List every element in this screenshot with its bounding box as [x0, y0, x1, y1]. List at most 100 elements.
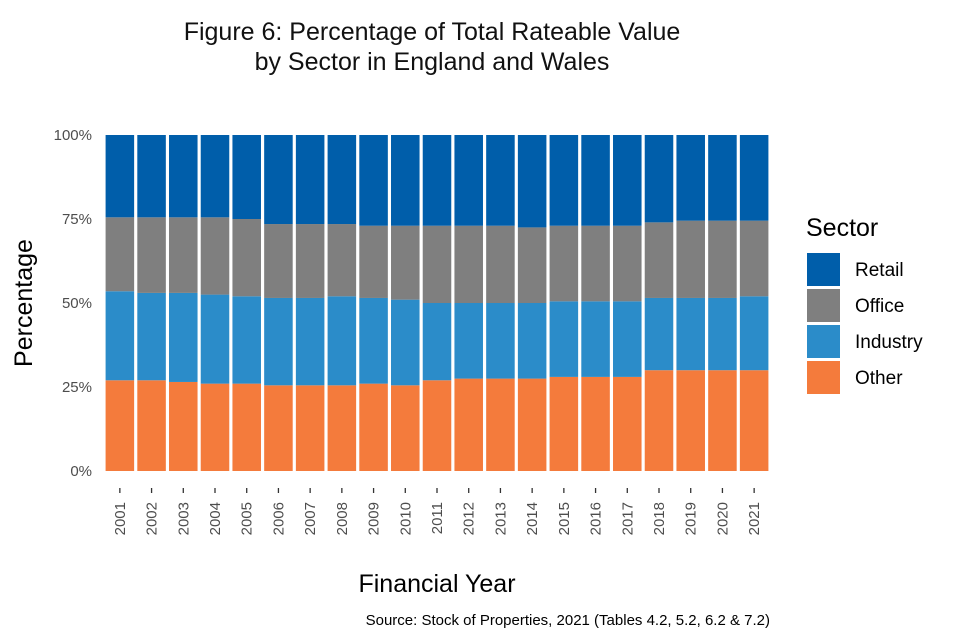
- bar-industry-2012: [454, 303, 483, 379]
- bar-office-2008: [327, 224, 357, 297]
- bar-office-2003: [169, 217, 198, 293]
- bar-industry-2014: [517, 303, 547, 379]
- x-tick-label: 2013: [492, 502, 509, 535]
- bar-other-2014: [517, 378, 547, 471]
- bar-other-2005: [232, 383, 261, 471]
- bars-layer: [105, 135, 769, 471]
- bar-retail-2003: [169, 135, 198, 218]
- legend-title: Sector: [806, 214, 878, 242]
- x-tick-label: 2006: [270, 502, 287, 535]
- bar-retail-2009: [359, 135, 388, 226]
- bar-other-2007: [295, 385, 325, 471]
- x-tick-label: 2012: [461, 502, 478, 535]
- legend-label-office: Office: [855, 296, 904, 317]
- bar-other-2001: [105, 380, 135, 471]
- x-tick-label: 2009: [366, 502, 383, 535]
- bar-other-2015: [549, 376, 579, 471]
- y-axis-title: Percentage: [10, 239, 38, 367]
- bar-other-2017: [613, 376, 642, 471]
- source-note: Source: Stock of Properties, 2021 (Table…: [366, 612, 770, 629]
- bar-retail-2004: [200, 135, 230, 218]
- x-tick-label: 2007: [302, 502, 319, 535]
- bar-industry-2001: [105, 291, 135, 381]
- x-tick-label: 2020: [714, 502, 731, 535]
- bar-other-2009: [359, 383, 388, 471]
- x-tick-label: 2015: [556, 502, 573, 535]
- bar-other-2016: [581, 376, 610, 471]
- legend-swatch-office: [807, 289, 840, 322]
- x-axis-title: Financial Year: [358, 570, 515, 598]
- bar-industry-2011: [422, 303, 452, 381]
- bar-retail-2017: [613, 135, 642, 226]
- bar-office-2012: [454, 225, 483, 303]
- bar-industry-2002: [137, 292, 166, 381]
- bar-industry-2019: [676, 297, 705, 371]
- y-tick-label: 100%: [54, 127, 92, 144]
- bar-retail-2014: [517, 135, 547, 228]
- x-tick-label: 2010: [397, 502, 414, 535]
- bar-office-2002: [137, 217, 166, 293]
- x-tick-label: 2016: [588, 502, 605, 535]
- bar-industry-2015: [549, 301, 579, 377]
- bar-retail-2002: [137, 135, 166, 218]
- bar-retail-2021: [739, 135, 769, 221]
- bar-industry-2004: [200, 294, 230, 384]
- bar-office-2011: [422, 225, 452, 303]
- y-axis: 0% 25% 50% 75% 100%: [54, 127, 92, 480]
- bar-office-2016: [581, 225, 610, 302]
- x-tick-label: 2003: [175, 502, 192, 535]
- x-tick-label: 2014: [524, 502, 541, 535]
- bar-industry-2013: [486, 303, 515, 379]
- bar-industry-2003: [169, 292, 198, 382]
- legend-label-industry: Industry: [855, 332, 923, 353]
- bar-retail-2013: [486, 135, 515, 226]
- bar-office-2021: [739, 220, 769, 297]
- bar-retail-2016: [581, 135, 610, 226]
- bar-retail-2011: [422, 135, 452, 226]
- y-tick-label: 0%: [70, 463, 92, 480]
- bar-office-2020: [708, 220, 737, 298]
- bar-retail-2019: [676, 135, 705, 221]
- bar-retail-2010: [391, 135, 420, 226]
- bar-other-2008: [327, 385, 357, 471]
- bar-other-2006: [264, 385, 293, 471]
- y-tick-label: 75%: [62, 211, 92, 228]
- bar-office-2006: [264, 224, 293, 298]
- x-tick-label: 2008: [334, 502, 351, 535]
- bar-industry-2008: [327, 296, 357, 386]
- bar-other-2012: [454, 378, 483, 471]
- y-tick-label: 50%: [62, 295, 92, 312]
- bar-retail-2020: [708, 135, 737, 221]
- bar-retail-2008: [327, 135, 357, 225]
- bar-office-2019: [676, 220, 705, 298]
- legend-swatch-other: [807, 361, 840, 394]
- x-axis: 2001 2002 2003 2004 2005 2006 2007 2008 2009 2010…: [112, 488, 763, 535]
- x-tick-label: 2001: [112, 502, 129, 535]
- bar-retail-2005: [232, 135, 261, 219]
- legend-swatch-industry: [807, 325, 840, 358]
- bar-other-2011: [422, 380, 452, 471]
- x-tick-label: 2019: [683, 502, 700, 535]
- legend-swatch-retail: [807, 253, 840, 286]
- bar-other-2002: [137, 380, 166, 471]
- bar-industry-2017: [613, 301, 642, 377]
- bar-industry-2009: [359, 297, 388, 384]
- bar-retail-2006: [264, 135, 293, 225]
- bar-other-2020: [708, 370, 737, 471]
- bar-office-2005: [232, 219, 261, 297]
- bar-office-2009: [359, 225, 388, 298]
- bar-retail-2012: [454, 135, 483, 226]
- bar-other-2010: [391, 385, 420, 471]
- bar-other-2013: [486, 378, 515, 471]
- x-tick-label: 2011: [429, 502, 446, 534]
- bar-retail-2015: [549, 135, 579, 226]
- chart-subtitle: by Sector in England and Wales: [254, 48, 610, 76]
- bar-office-2004: [200, 217, 230, 295]
- bar-other-2019: [676, 370, 705, 471]
- legend-label-other: Other: [855, 368, 903, 389]
- bar-office-2001: [105, 217, 135, 292]
- bar-retail-2018: [644, 135, 674, 223]
- bar-other-2018: [644, 370, 674, 471]
- legend-label-retail: Retail: [855, 260, 904, 281]
